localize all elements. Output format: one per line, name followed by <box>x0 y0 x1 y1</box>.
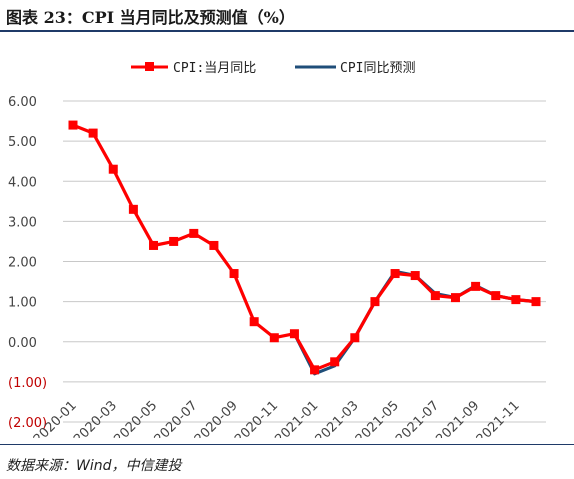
x-tick-label: 2020-07 <box>152 398 201 438</box>
data-point <box>310 365 320 375</box>
x-tick-label: 2020-05 <box>111 398 160 438</box>
line-chart: CPI:当月同比 CPI同比预测 6.00 5.00 4.00 3.00 2.00 1.0… <box>8 61 546 438</box>
x-tick-label: 2021-11 <box>474 398 523 438</box>
data-point <box>88 128 98 138</box>
data-point <box>128 204 138 214</box>
data-point <box>350 333 360 343</box>
y-tick-label: 1.00 <box>8 296 37 311</box>
y-tick-label: 6.00 <box>8 95 37 110</box>
title-divider <box>0 30 574 32</box>
data-point <box>169 236 179 246</box>
series-line <box>72 123 537 372</box>
chart-title: 图表 23：CPI 当月同比及预测值（%） <box>6 8 295 27</box>
y-tick-label: 4.00 <box>8 175 37 190</box>
data-point <box>289 329 299 339</box>
data-point <box>390 269 400 279</box>
data-point <box>330 357 340 367</box>
data-point <box>531 297 541 307</box>
data-point <box>209 240 219 250</box>
x-tick-label: 2021-01 <box>272 398 321 438</box>
legend: CPI:当月同比 CPI同比预测 <box>131 61 415 76</box>
data-point <box>410 271 420 281</box>
y-axis: 6.00 5.00 4.00 3.00 2.00 1.00 0.00 (1.00) (2.00) <box>8 95 47 431</box>
source-note: 数据来源：Wind，中信建投 <box>6 458 182 474</box>
data-point <box>511 295 521 305</box>
y-tick-label: 0.00 <box>8 336 37 351</box>
data-point <box>491 291 501 301</box>
x-tick-label: 2021-09 <box>433 398 482 438</box>
legend-cpi-label: CPI:当月同比 <box>173 61 256 76</box>
y-tick-label: 2.00 <box>8 256 37 271</box>
data-point <box>229 269 239 279</box>
x-tick-label: 2020-09 <box>192 398 241 438</box>
y-tick-label: (1.00) <box>8 376 47 391</box>
x-axis: 2020-012020-032020-052020-072020-092020-… <box>31 398 523 438</box>
x-tick-label: 2021-05 <box>353 398 402 438</box>
data-point <box>370 297 380 307</box>
y-tick-label: 5.00 <box>8 135 37 150</box>
data-point <box>249 317 259 327</box>
y-tick-label: 3.00 <box>8 215 37 230</box>
x-tick-label: 2020-11 <box>232 398 281 438</box>
x-tick-label: 2020-03 <box>71 398 120 438</box>
x-tick-label: 2021-07 <box>393 398 442 438</box>
data-point <box>269 333 279 343</box>
series-cpi <box>68 120 541 375</box>
data-point <box>68 120 78 130</box>
data-point <box>450 293 460 303</box>
legend-forecast-label: CPI同比预测 <box>340 61 415 76</box>
legend-cpi-marker <box>145 62 154 71</box>
data-point <box>430 291 440 301</box>
data-point <box>108 164 118 174</box>
x-tick-label: 2021-03 <box>313 398 362 438</box>
footer-divider <box>0 444 574 445</box>
y-tick-label: (2.00) <box>8 416 47 431</box>
grid <box>63 100 546 423</box>
data-point <box>471 281 481 291</box>
data-point <box>189 228 199 238</box>
data-point <box>149 240 159 250</box>
